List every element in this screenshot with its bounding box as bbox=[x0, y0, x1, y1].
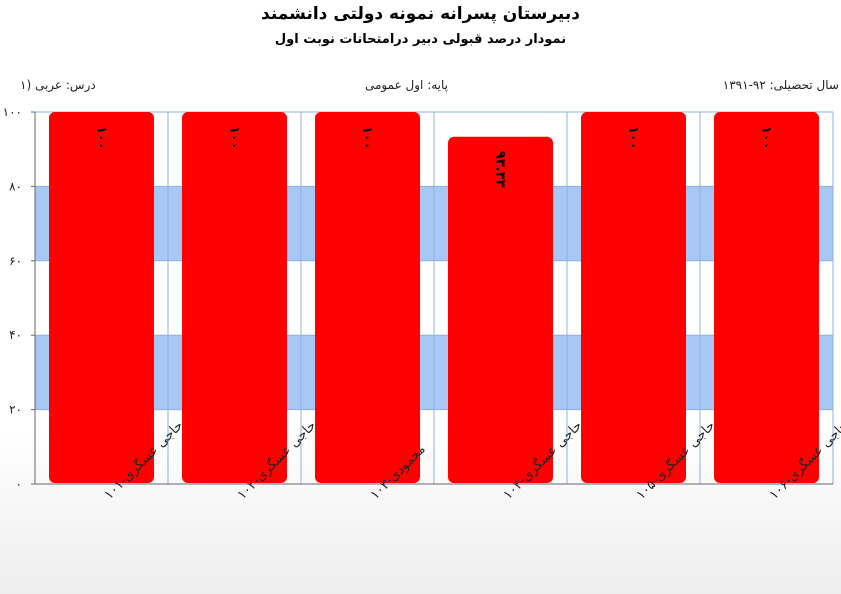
bar bbox=[448, 136, 553, 484]
bar-value-label: ۱۰۰ bbox=[227, 126, 242, 150]
bar bbox=[315, 112, 420, 483]
axes bbox=[34, 112, 833, 485]
bar bbox=[49, 112, 154, 483]
chart-subtitle: نمودار درصد قبولی دبیر درامتحانات نوبت ا… bbox=[274, 32, 567, 47]
bar-value-label: ۱۰۰ bbox=[626, 126, 641, 150]
y-tick-label: ۲۰ bbox=[9, 403, 22, 417]
bar-value-label: ۱۰۰ bbox=[360, 126, 375, 150]
bar bbox=[714, 112, 819, 483]
bar-value-labels: ۱۰۰ ۱۰۰ ۱۰۰ ۹۳.۳۳ ۱۰۰ ۱۰۰ bbox=[94, 126, 774, 188]
y-tick-label: ۴۰ bbox=[9, 328, 22, 342]
bar-value-label: ۹۳.۳۳ bbox=[493, 151, 508, 188]
bar bbox=[581, 112, 686, 483]
bar-value-label: ۱۰۰ bbox=[94, 126, 109, 150]
bar-value-label: ۱۰۰ bbox=[759, 126, 774, 150]
y-tick-label: ۶۰ bbox=[9, 254, 22, 268]
chart-title: دبیرستان پسرانه نمونه دولتی دانشمند bbox=[261, 4, 580, 24]
y-tick-label: ۰ bbox=[16, 477, 22, 491]
grade-label: پایه: اول عمومی bbox=[365, 78, 449, 92]
y-axis-ticks: ۰ ۲۰ ۴۰ ۶۰ ۸۰ ۱۰۰ bbox=[3, 105, 35, 491]
y-tick-label: ۱۰۰ bbox=[3, 105, 22, 119]
y-tick-label: ۸۰ bbox=[9, 179, 22, 193]
bar bbox=[182, 112, 287, 483]
course-label: درس: عربی (۱ bbox=[20, 78, 96, 92]
school-year-label: سال تحصیلی: ۹۲-۱۳۹۱ bbox=[722, 78, 839, 92]
bars bbox=[49, 112, 819, 484]
